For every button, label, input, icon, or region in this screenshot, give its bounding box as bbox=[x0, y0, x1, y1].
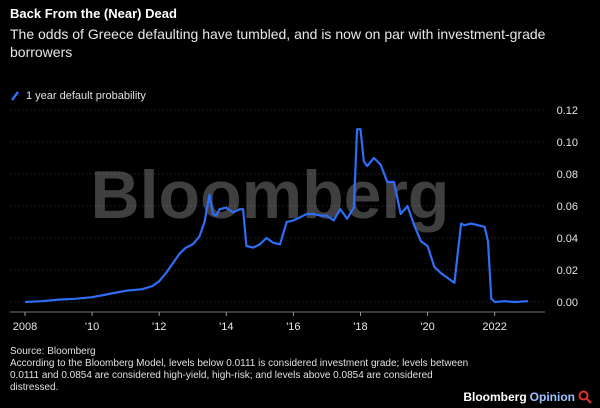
x-tick-label: 2008 bbox=[13, 321, 37, 333]
legend-line-icon bbox=[11, 91, 19, 101]
methodology-note: According to the Bloomberg Model, levels… bbox=[10, 358, 469, 393]
source-note: Source: Bloomberg bbox=[10, 346, 96, 357]
y-axis-ticks: 0.00 0.02 0.04 0.06 0.08 0.10 0.12 bbox=[557, 105, 578, 309]
line-chart: Bloomberg 0.00 0.02 0.04 0.06 0.08 0.10 0.12 2… bbox=[10, 105, 578, 333]
bloomberg-watermark: Bloomberg bbox=[91, 157, 450, 233]
x-tick-label: '16 bbox=[286, 321, 300, 333]
chart-subtitle: The odds of Greece defaulting have tumbl… bbox=[10, 26, 546, 60]
bloomberg-opinion-logo: Bloomberg Opinion bbox=[463, 390, 592, 404]
legend-label: 1 year default probability bbox=[26, 90, 146, 102]
y-tick-label: 0.06 bbox=[557, 201, 578, 213]
y-tick-label: 0.00 bbox=[557, 297, 578, 309]
chart-title: Back From the (Near) Dead bbox=[10, 6, 177, 21]
x-tick-label: '14 bbox=[219, 321, 233, 333]
y-tick-label: 0.02 bbox=[557, 265, 578, 277]
x-tick-label: '20 bbox=[420, 321, 434, 333]
x-axis-ticks: 2008 '10 '12 '14 '16 '18 '20 2022 bbox=[13, 312, 507, 333]
brand-part-1: Bloomberg bbox=[463, 390, 527, 404]
y-tick-label: 0.12 bbox=[557, 105, 578, 117]
legend: 1 year default probability bbox=[10, 90, 146, 102]
y-tick-label: 0.04 bbox=[557, 233, 578, 245]
y-tick-label: 0.08 bbox=[557, 169, 578, 181]
brand-part-2: Opinion bbox=[529, 390, 575, 404]
chart-footer: Source: Bloomberg According to the Bloom… bbox=[10, 346, 480, 394]
grid-lines bbox=[10, 109, 545, 313]
x-tick-label: '18 bbox=[353, 321, 367, 333]
y-tick-label: 0.10 bbox=[557, 137, 578, 149]
x-tick-label: '12 bbox=[152, 321, 166, 333]
magnifier-icon bbox=[578, 390, 592, 404]
default-probability-line bbox=[24, 128, 529, 304]
x-tick-label: 2022 bbox=[482, 321, 506, 333]
x-tick-label: '10 bbox=[85, 321, 99, 333]
